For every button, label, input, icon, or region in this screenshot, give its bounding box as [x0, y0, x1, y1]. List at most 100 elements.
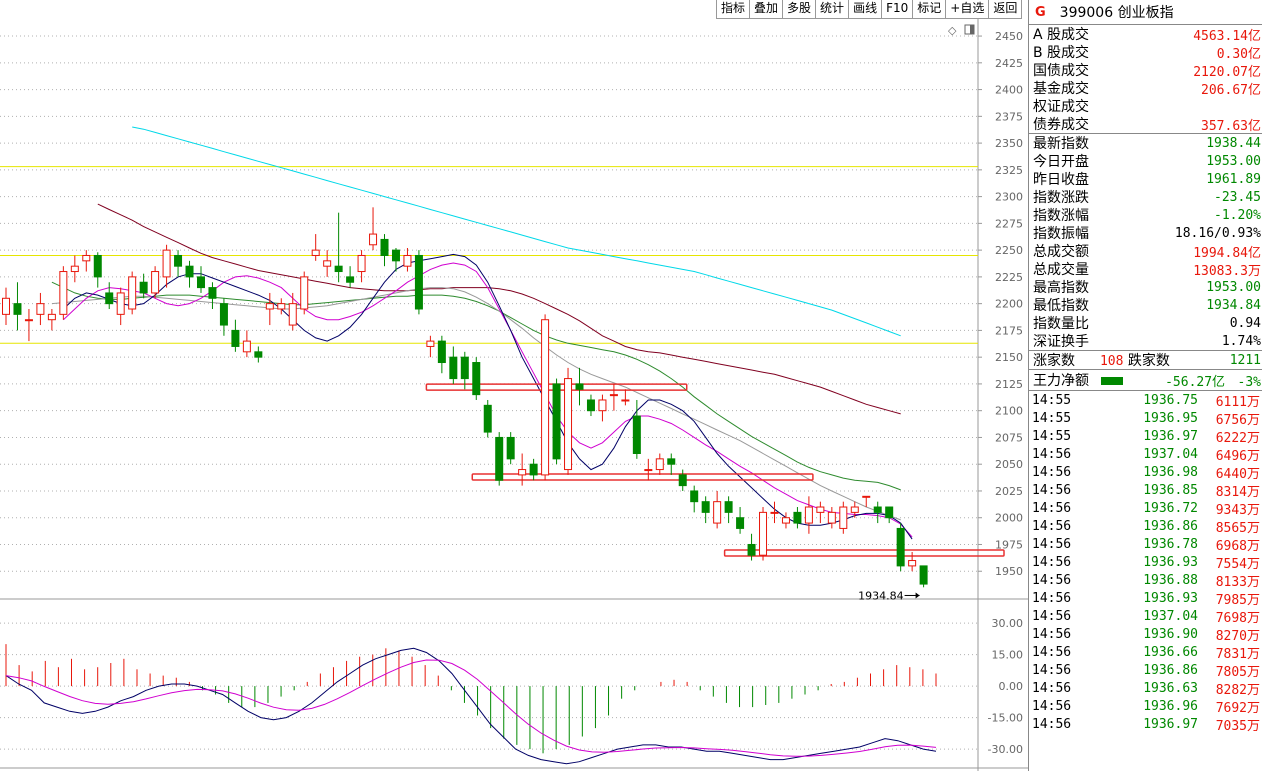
tick-row: 14:56 1936.85 8314万 — [1029, 481, 1262, 500]
index-stat-label: 深证换手 — [1033, 334, 1089, 350]
index-stat-row: 指数振幅 18.16/0.93% — [1029, 224, 1262, 243]
index-stat-value: 1953.00 — [1206, 279, 1261, 295]
tick-volume: 8270万 — [1215, 628, 1260, 644]
candle-body-down — [793, 511, 802, 524]
tick-volume: 7554万 — [1215, 556, 1260, 572]
macd-tick-label: 0.00 — [999, 680, 1024, 693]
candle-body-up — [541, 319, 550, 476]
index-stat-label: 昨日收盘 — [1033, 172, 1089, 188]
tick-row: 14:55 1936.75 6111万 — [1029, 391, 1262, 410]
down-count-label: 跌家数 — [1127, 353, 1170, 369]
candle-body-down — [632, 415, 641, 455]
y-tick-label: 2000 — [995, 512, 1023, 525]
main-force-row: 王力净额 -56.27亿 -3% — [1029, 369, 1262, 390]
index-stat-row: 指数涨跌 -23.45 — [1029, 188, 1262, 207]
turnover-row: B 股成交 0.30亿 — [1029, 43, 1262, 62]
tick-price: 1936.96 — [1143, 698, 1198, 714]
tick-time: 14:56 — [1032, 572, 1072, 588]
candle-body-down — [208, 287, 217, 299]
candle-body-down — [495, 436, 504, 481]
candle-body-down — [678, 474, 687, 487]
candle-body-down — [896, 527, 905, 567]
index-stat-row: 最低指数 1934.84 — [1029, 296, 1262, 315]
candle-body-down — [139, 281, 148, 294]
candle-body-down — [873, 506, 882, 513]
tick-row: 14:56 1936.97 7035万 — [1029, 715, 1262, 734]
candle-body-up — [70, 265, 79, 273]
index-stat-value: -23.45 — [1214, 189, 1261, 205]
diamond-icon: ◇ — [948, 24, 957, 37]
tick-time: 14:56 — [1032, 536, 1072, 552]
tick-volume: 6756万 — [1215, 412, 1260, 428]
turnover-row: 国债成交 2120.07亿 — [1029, 61, 1262, 80]
tick-row: 14:56 1936.96 7692万 — [1029, 697, 1262, 716]
index-stat-value: 1961.89 — [1206, 171, 1261, 187]
tick-price: 1936.93 — [1143, 590, 1198, 606]
candle-body-up — [242, 340, 251, 353]
candle-body-down — [185, 265, 194, 278]
kline-chart[interactable]: ◇ 1950 1975 2000 2025 2050 2075 2100 2125 2150 217… — [0, 0, 1028, 771]
toolbar-button[interactable]: F10 — [882, 0, 914, 19]
toolbar-button[interactable]: 画线 — [849, 0, 883, 19]
tick-time: 14:56 — [1032, 554, 1072, 570]
index-stat-row: 指数涨幅 -1.20% — [1029, 206, 1262, 225]
turnover-label: A 股成交 — [1033, 27, 1090, 43]
tick-time: 14:56 — [1032, 500, 1072, 516]
candle-body-down — [460, 356, 469, 380]
y-tick-label: 2450 — [995, 30, 1023, 43]
tick-row: 14:56 1936.78 6968万 — [1029, 535, 1262, 554]
tick-time: 14:56 — [1032, 608, 1072, 624]
chart-area[interactable]: ◇ 1950 1975 2000 2025 2050 2075 2100 2125 2150 217… — [0, 0, 1028, 771]
tick-volume: 7692万 — [1215, 700, 1260, 716]
candle-body-up — [426, 340, 435, 347]
turnover-row: A 股成交 4563.14亿 — [1029, 25, 1262, 44]
tick-price: 1936.90 — [1143, 626, 1198, 642]
y-tick-label: 2025 — [995, 485, 1023, 498]
toolbar-button[interactable]: 指标 — [716, 0, 751, 19]
candle-body-up — [277, 303, 286, 310]
tick-list[interactable]: 14:55 1936.75 6111万 14:55 1936.95 6756万 14:55 1… — [1029, 390, 1262, 734]
tick-volume: 7035万 — [1215, 718, 1260, 734]
ma-line-navy — [63, 253, 913, 540]
tick-time: 14:56 — [1032, 644, 1072, 660]
turnover-row: 权证成交 — [1029, 97, 1262, 115]
toolbar-button[interactable]: 标记 — [913, 0, 947, 19]
index-stat-value: -1.20% — [1214, 207, 1261, 223]
y-tick-label: 2175 — [995, 324, 1023, 337]
index-stat-value: 1934.84 — [1206, 297, 1261, 313]
turnover-label: 国债成交 — [1033, 63, 1089, 79]
candle-body-down — [575, 383, 584, 390]
index-stat-value: 0.94 — [1229, 315, 1261, 331]
tick-row: 14:56 1936.88 8133万 — [1029, 571, 1262, 590]
candle-body-down — [690, 490, 699, 503]
candle-body-up — [47, 313, 56, 321]
toolbar-button[interactable]: 叠加 — [750, 0, 784, 19]
y-tick-label: 1975 — [995, 538, 1023, 551]
tick-time: 14:56 — [1032, 482, 1072, 498]
candle-body-up — [59, 271, 68, 315]
tick-row: 14:56 1936.86 8565万 — [1029, 517, 1262, 536]
candle-body-down — [105, 292, 114, 305]
candle-body-up — [369, 233, 378, 246]
index-stat-label: 指数量比 — [1033, 316, 1089, 332]
y-tick-label: 2200 — [995, 298, 1023, 311]
toolbar-button[interactable]: 返回 — [989, 0, 1023, 19]
tick-time: 14:56 — [1032, 680, 1072, 696]
candle-body-up — [357, 254, 366, 273]
tick-price: 1936.63 — [1143, 680, 1198, 696]
toolbar-button[interactable]: +自选 — [946, 0, 990, 19]
tick-price: 1936.78 — [1143, 536, 1198, 552]
toolbar-button[interactable]: 多股 — [783, 0, 817, 19]
price-zone-box — [723, 549, 1005, 557]
window-icon-fill — [970, 25, 974, 34]
toolbar-button[interactable]: 统计 — [816, 0, 850, 19]
tick-row: 14:56 1936.72 9343万 — [1029, 499, 1262, 518]
candle-body-up — [621, 399, 630, 402]
tick-price: 1936.86 — [1143, 662, 1198, 678]
tick-price: 1936.72 — [1143, 500, 1198, 516]
index-stat-row: 今日开盘 1953.00 — [1029, 152, 1262, 171]
tick-volume: 7805万 — [1215, 664, 1260, 680]
candle-body-up — [655, 458, 664, 471]
macd-tick-label: -15.00 — [988, 712, 1023, 725]
up-count-label: 涨家数 — [1033, 353, 1075, 369]
